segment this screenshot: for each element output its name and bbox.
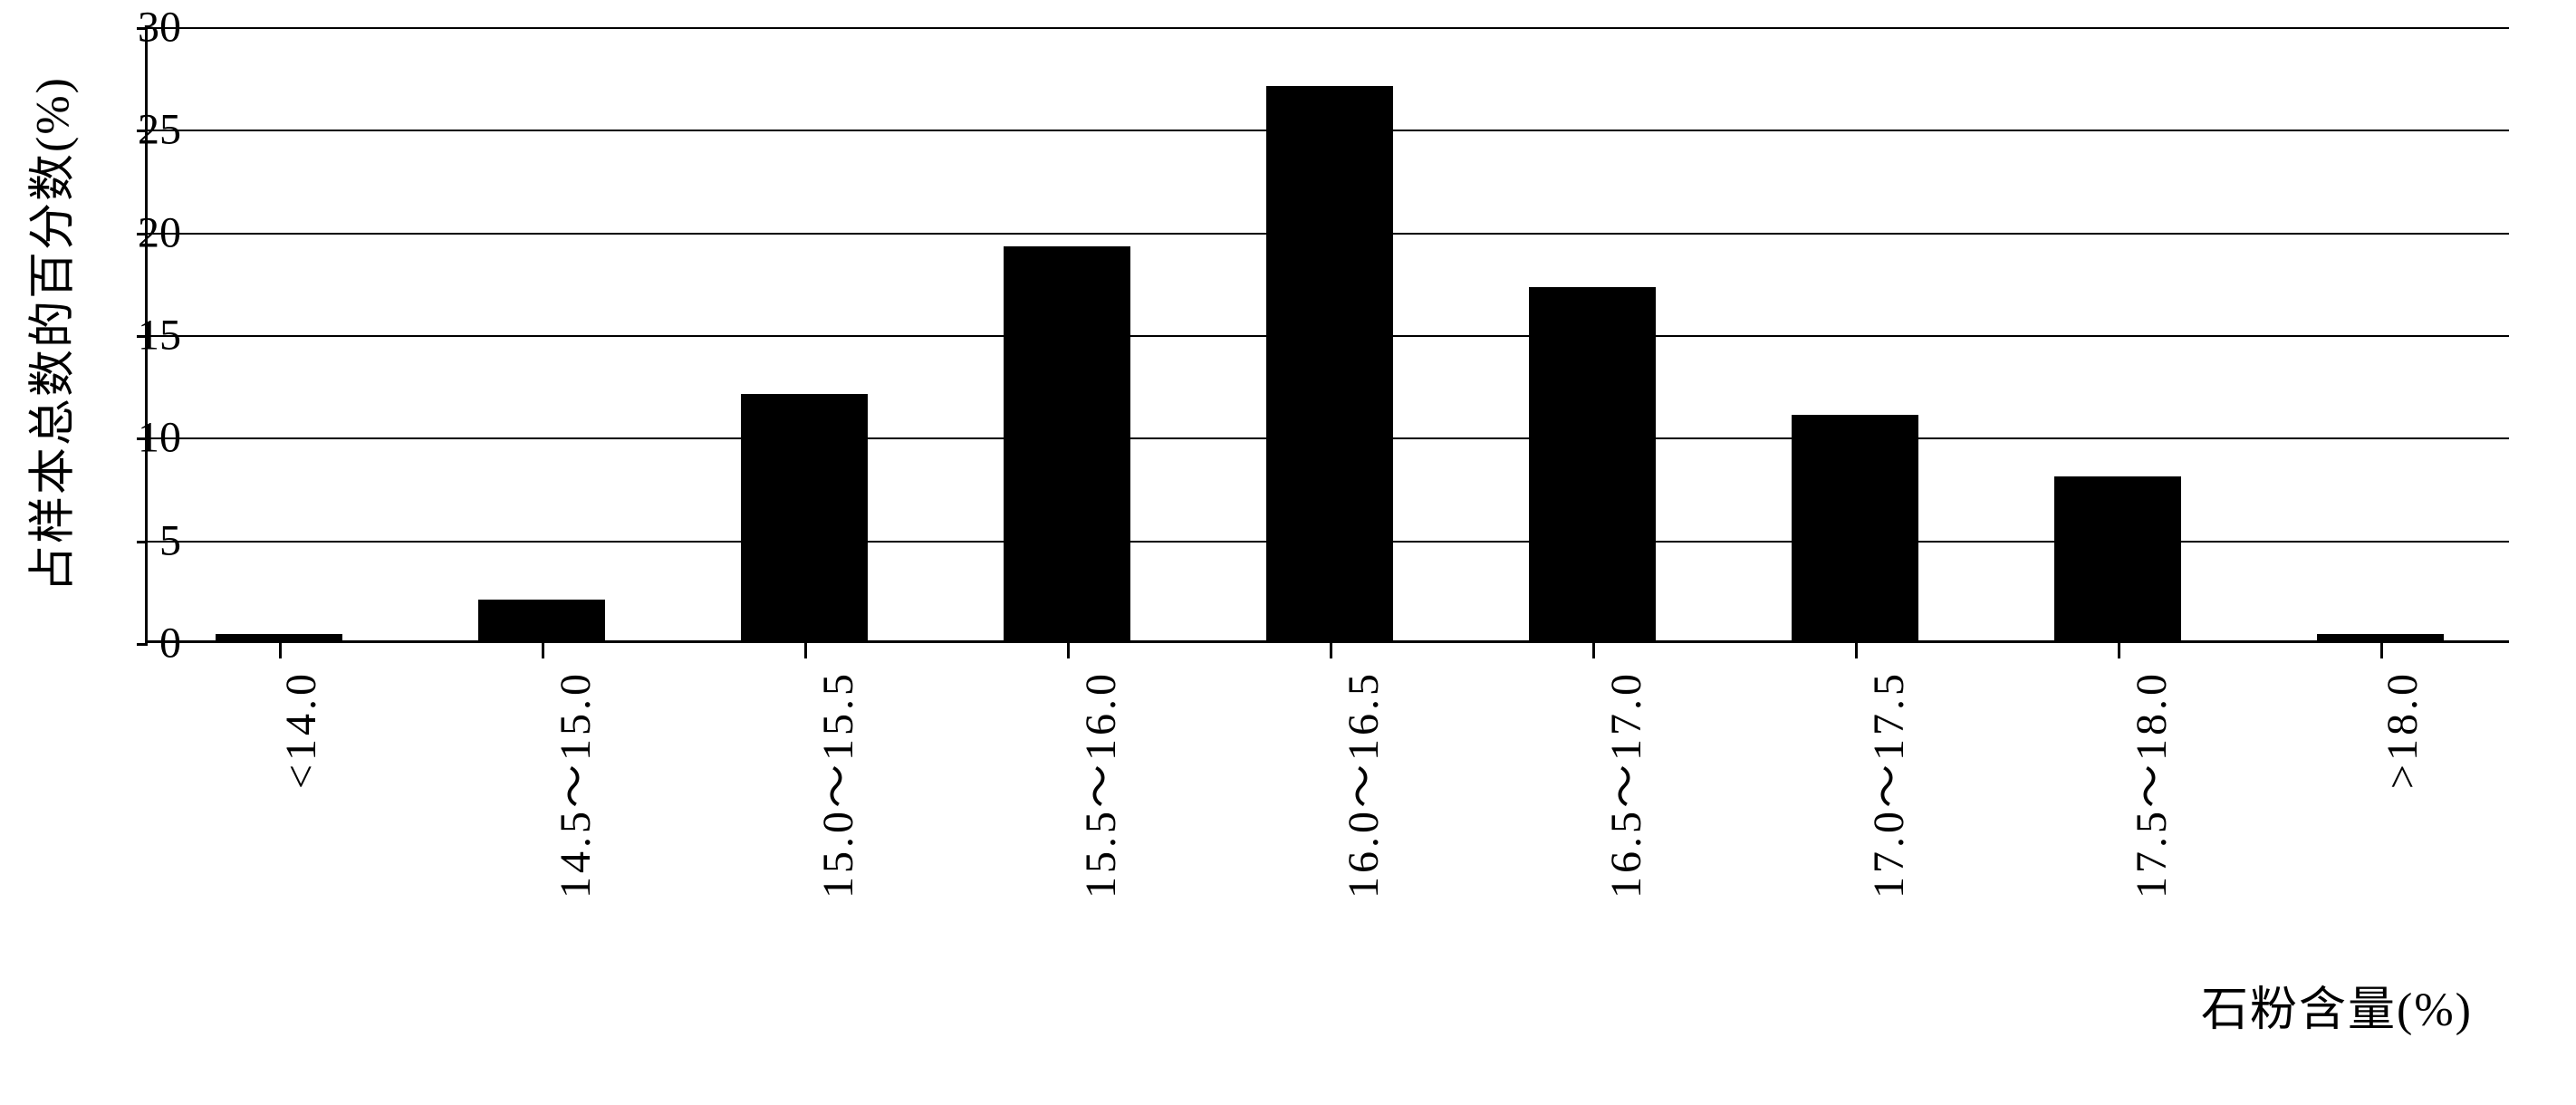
x-tick-mark bbox=[2380, 640, 2383, 658]
y-tick-label: 0 bbox=[100, 619, 181, 668]
x-tick-mark bbox=[804, 640, 807, 658]
x-tick-mark bbox=[279, 640, 282, 658]
x-tick-mark bbox=[1855, 640, 1858, 658]
histogram-chart: 占样本总数的百分数(%) 石粉含量(%) 051015202530 <14.01… bbox=[18, 18, 2554, 1087]
y-tick-label: 30 bbox=[100, 3, 181, 53]
bars bbox=[148, 27, 2509, 640]
x-tick-label: <14.0 bbox=[276, 670, 326, 789]
x-tick-label: 16.0～16.5 bbox=[1327, 670, 1390, 898]
bar bbox=[216, 634, 341, 640]
x-tick-mark bbox=[542, 640, 544, 658]
bar bbox=[1004, 246, 1129, 640]
y-tick-label: 5 bbox=[100, 515, 181, 565]
x-tick-label: 15.5～16.0 bbox=[1064, 670, 1128, 898]
y-tick-label: 25 bbox=[100, 105, 181, 155]
bar bbox=[1792, 415, 1918, 640]
bar bbox=[741, 394, 867, 640]
bar bbox=[1266, 86, 1392, 640]
y-axis-title: 占样本总数的百分数(%) bbox=[14, 76, 82, 592]
plot-area: 占样本总数的百分数(%) 石粉含量(%) bbox=[145, 27, 2509, 643]
y-tick-label: 15 bbox=[100, 311, 181, 360]
x-tick-label: 15.0～15.5 bbox=[802, 670, 865, 898]
y-tick-label: 20 bbox=[100, 207, 181, 257]
x-tick-mark bbox=[1592, 640, 1595, 658]
bar bbox=[2317, 634, 2443, 640]
bar bbox=[2054, 476, 2180, 640]
bar bbox=[478, 600, 604, 640]
x-tick-label: 17.5～18.0 bbox=[2115, 670, 2178, 898]
x-tick-mark bbox=[1330, 640, 1332, 658]
x-tick-label: >18.0 bbox=[2378, 670, 2427, 789]
x-tick-mark bbox=[1067, 640, 1070, 658]
x-tick-label: 16.5～17.0 bbox=[1590, 670, 1653, 898]
x-tick-mark bbox=[2118, 640, 2120, 658]
x-tick-label: 14.5～15.0 bbox=[539, 670, 602, 898]
x-axis-title: 石粉含量(%) bbox=[2201, 971, 2473, 1039]
bar bbox=[1529, 287, 1655, 640]
y-tick-label: 10 bbox=[100, 413, 181, 463]
x-tick-label: 17.0～17.5 bbox=[1852, 670, 1916, 898]
